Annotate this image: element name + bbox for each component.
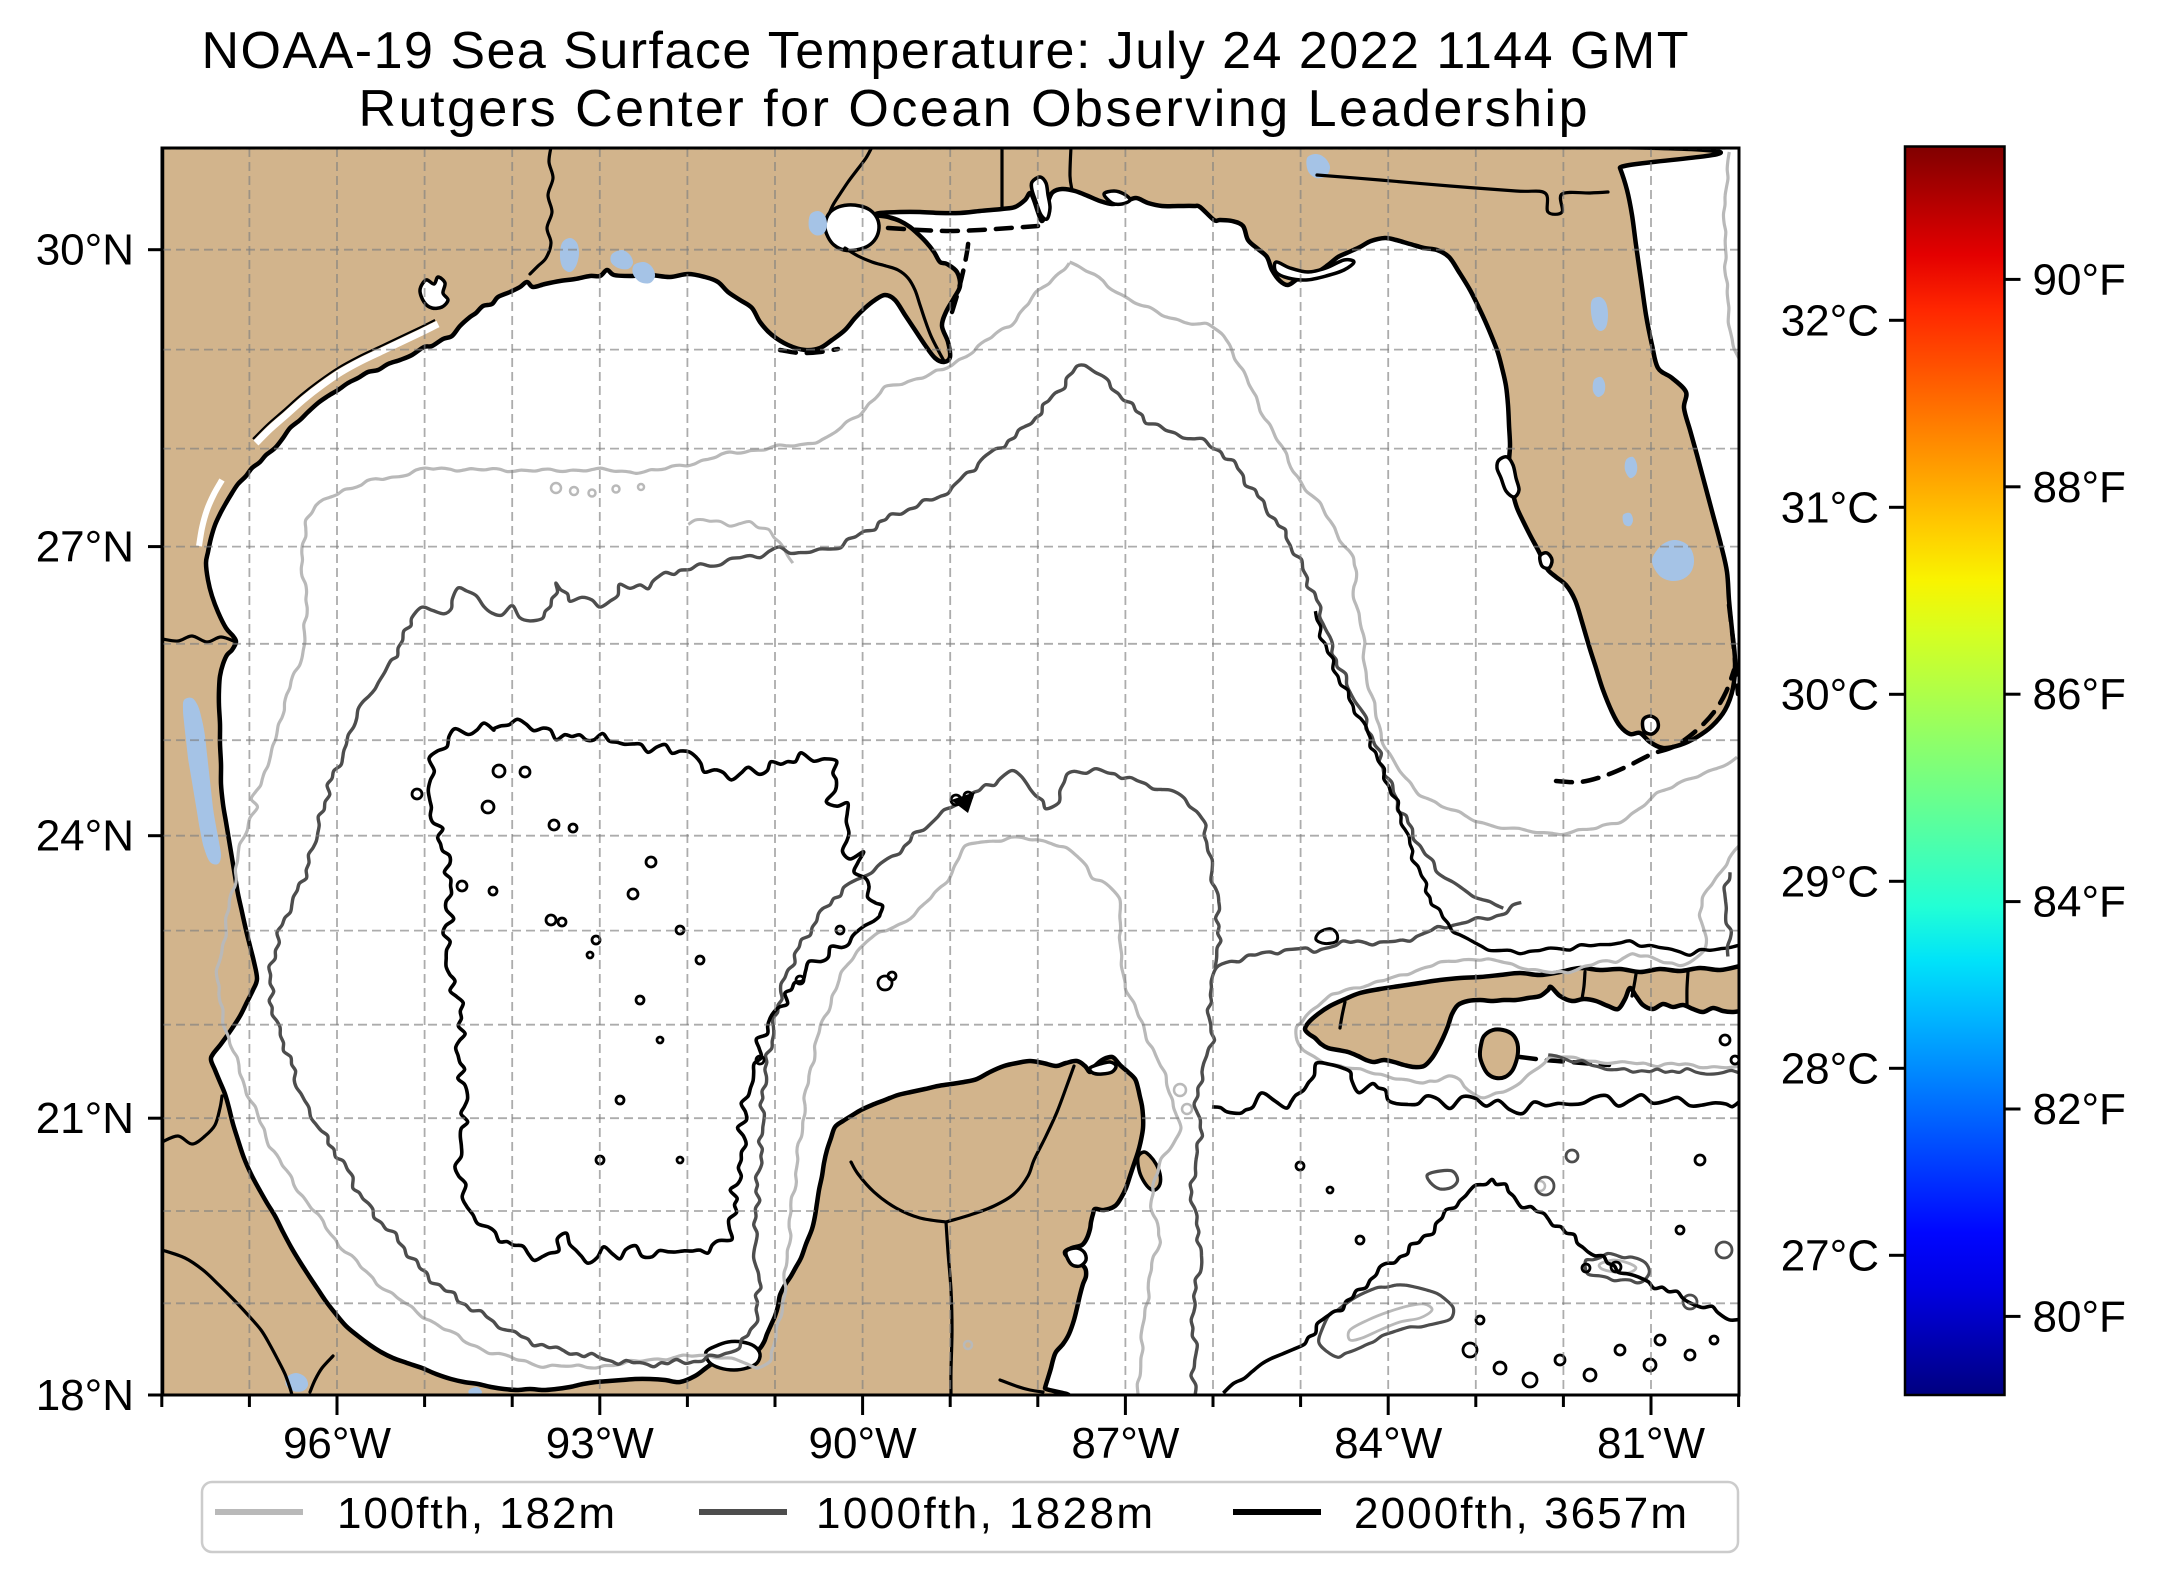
svg-text:Rutgers Center for Ocean Obser: Rutgers Center for Ocean Observing Leade…: [359, 80, 1588, 138]
svg-text:86°F: 86°F: [2033, 670, 2126, 719]
svg-text:1000fth, 1828m: 1000fth, 1828m: [816, 1489, 1153, 1538]
svg-text:27°C: 27°C: [1781, 1231, 1879, 1280]
svg-text:84°W: 84°W: [1334, 1419, 1443, 1468]
svg-text:30°N: 30°N: [36, 226, 134, 275]
svg-text:21°N: 21°N: [36, 1094, 134, 1143]
svg-text:80°F: 80°F: [2033, 1292, 2126, 1341]
svg-text:27°N: 27°N: [36, 523, 134, 572]
svg-text:81°W: 81°W: [1597, 1419, 1706, 1468]
svg-text:24°N: 24°N: [36, 812, 134, 861]
svg-text:84°F: 84°F: [2033, 878, 2126, 927]
svg-text:82°F: 82°F: [2033, 1085, 2126, 1134]
svg-text:NOAA-19 Sea Surface Temperatur: NOAA-19 Sea Surface Temperature: July 24…: [202, 22, 1689, 80]
svg-text:96°W: 96°W: [283, 1419, 392, 1468]
svg-text:2000fth, 3657m: 2000fth, 3657m: [1354, 1489, 1687, 1538]
svg-text:28°C: 28°C: [1781, 1044, 1879, 1093]
svg-text:88°F: 88°F: [2033, 463, 2126, 512]
svg-text:30°C: 30°C: [1781, 670, 1879, 719]
svg-text:18°N: 18°N: [36, 1371, 134, 1420]
svg-text:87°W: 87°W: [1071, 1419, 1180, 1468]
svg-text:100fth, 182m: 100fth, 182m: [337, 1489, 615, 1538]
svg-text:32°C: 32°C: [1781, 296, 1879, 345]
svg-text:90°W: 90°W: [809, 1419, 918, 1468]
svg-text:31°C: 31°C: [1781, 483, 1879, 532]
svg-text:29°C: 29°C: [1781, 857, 1879, 906]
svg-text:93°W: 93°W: [546, 1419, 655, 1468]
svg-text:90°F: 90°F: [2033, 255, 2126, 304]
